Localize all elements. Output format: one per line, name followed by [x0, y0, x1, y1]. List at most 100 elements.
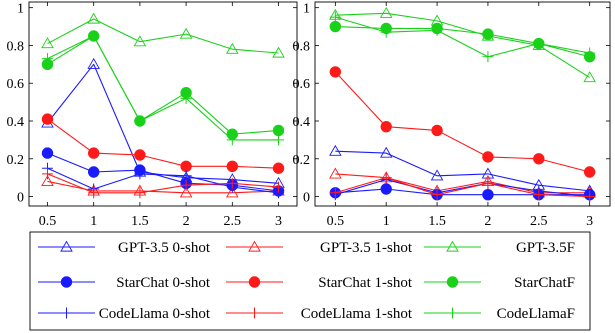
y-tick-label: 1	[17, 2, 24, 17]
series-codellamaf	[329, 11, 596, 63]
x-tick-label: 2	[484, 214, 491, 229]
series-line-starchatf	[335, 26, 590, 58]
y-tick-label: 0.4	[293, 115, 311, 130]
legend-label: StarChatF	[514, 275, 575, 291]
data-point-starchat-0-shot	[87, 166, 100, 178]
data-point-codellamaf	[226, 134, 238, 146]
data-point-codellama-1-shot	[273, 181, 285, 193]
series-line-starchatf	[47, 35, 279, 135]
x-tick-label: 0.5	[39, 214, 57, 229]
data-point-codellama-1-shot	[380, 172, 392, 184]
series-line-codellama-0-shot	[47, 167, 279, 194]
data-point-starchat-1-shot	[380, 120, 392, 133]
legend: GPT-3.5 0-shot GPT-3.5 1-shot GPT-3.5F Star…	[29, 231, 591, 331]
legend-entry-codellamaf: CodeLlamaF	[424, 306, 575, 322]
y-tick-label: 0.4	[7, 115, 25, 130]
data-point-starchatf	[272, 124, 285, 137]
series-line-starchat-1-shot	[47, 118, 279, 169]
data-point-codellama-1-shot	[431, 189, 443, 201]
series-gpt-3-5-0-shot	[41, 57, 285, 188]
y-tick-label: 0	[17, 191, 24, 206]
legend-label: StarChat 0-shot	[116, 275, 211, 291]
data-point-codellama-1-shot	[134, 187, 146, 199]
data-point-gpt-3-5f	[41, 37, 54, 49]
data-point-starchat-0-shot	[41, 147, 54, 159]
series-gpt-3-5f	[41, 12, 285, 58]
series-starchatf	[41, 30, 285, 140]
data-point-gpt-3-5f	[87, 12, 100, 24]
x-tick-label: 3	[586, 214, 593, 229]
x-tick-label: 2.5	[530, 214, 548, 229]
data-point-codellamaf	[180, 92, 192, 104]
x-tick-label: 1	[383, 214, 390, 229]
legend-entry-codellama-0-shot: CodeLlama 0-shot	[38, 306, 211, 322]
x-tick-label: 0.5	[327, 214, 345, 229]
y-tick-label: 0.8	[7, 39, 25, 54]
plot-frame	[28, 1, 298, 207]
data-point-gpt-3-5f	[226, 42, 239, 54]
series-line-starchat-0-shot	[47, 152, 279, 192]
legend-marker	[60, 276, 73, 288]
legend-label: GPT-3.5 0-shot	[118, 240, 211, 256]
data-point-starchat-1-shot	[41, 113, 54, 125]
y-tick-label: 0.2	[293, 153, 311, 168]
plot-frame	[314, 1, 611, 207]
series-starchat-1-shot	[41, 113, 285, 174]
legend-marker	[248, 276, 261, 288]
data-point-gpt-3-5-0-shot	[329, 144, 342, 156]
data-point-codellama-1-shot	[88, 187, 100, 199]
data-point-codellamaf	[329, 11, 341, 23]
series-line-gpt-3-5f	[335, 12, 590, 79]
y-tick-label: 0	[303, 191, 310, 206]
legend-marker	[249, 307, 260, 319]
data-point-gpt-3-5f	[272, 46, 285, 58]
series-line-codellama-0-shot	[335, 179, 590, 198]
legend-marker	[61, 307, 72, 319]
data-point-codellama-1-shot	[584, 191, 596, 203]
legend-label: GPT-3.5 1-shot	[320, 240, 413, 256]
series-line-codellama-1-shot	[335, 177, 590, 198]
series-gpt-3-5f	[329, 6, 596, 83]
legend-entry-starchatf: StarChatF	[424, 275, 575, 291]
data-point-starchat-0-shot	[380, 183, 392, 195]
data-point-starchat-1-shot	[583, 166, 596, 178]
data-point-codellama-1-shot	[329, 187, 341, 199]
data-point-codellamaf	[41, 53, 53, 65]
data-point-codellama-1-shot	[180, 179, 192, 191]
legend-marker	[446, 240, 459, 252]
data-point-starchat-1-shot	[482, 151, 494, 163]
data-point-codellama-1-shot	[482, 177, 494, 189]
legend-entry-starchat-1-shot: StarChat 1-shot	[226, 275, 413, 291]
data-point-gpt-3-5-0-shot	[379, 146, 393, 158]
data-point-starchat-1-shot	[533, 153, 545, 165]
series-codellama-1-shot	[41, 168, 285, 199]
data-point-gpt-3-5-1-shot	[226, 186, 239, 198]
x-tick-label: 1.5	[131, 214, 149, 229]
data-point-codellamaf	[88, 30, 100, 42]
series-line-gpt-3-5-0-shot	[47, 63, 279, 184]
series-codellama-0-shot	[329, 174, 596, 203]
data-point-starchat-1-shot	[87, 147, 100, 159]
x-tick-label: 1	[90, 214, 97, 229]
data-point-starchat-1-shot	[431, 124, 443, 137]
data-point-starchat-1-shot	[180, 160, 192, 173]
legend-label: StarChat 1-shot	[318, 275, 413, 291]
x-tick-label: 2	[183, 214, 190, 229]
right-panel: 0 0.2 0.4 0.6 0.8 1 0.5 1 1.5 2 2.5 3	[293, 1, 611, 229]
data-point-codellamaf	[482, 51, 494, 63]
left-panel: 0 0.2 0.4 0.6 0.8 1 0.5 1 1.5 2 2.5 3	[7, 1, 298, 229]
y-tick-label: 0.6	[7, 77, 25, 92]
legend-entry-starchat-0-shot: StarChat 0-shot	[38, 275, 211, 291]
x-tick-label: 3	[275, 214, 282, 229]
legend-box	[29, 231, 591, 331]
data-point-codellamaf	[584, 47, 596, 59]
series-codellamaf	[41, 30, 285, 146]
data-point-codellamaf	[431, 24, 443, 36]
series-line-codellama-1-shot	[47, 173, 279, 194]
y-tick-label: 1	[303, 2, 310, 17]
series-starchat-1-shot	[329, 66, 596, 178]
y-tick-label: 0.2	[7, 153, 25, 168]
data-point-codellamaf	[380, 26, 392, 38]
data-point-gpt-3-5f	[179, 27, 193, 39]
